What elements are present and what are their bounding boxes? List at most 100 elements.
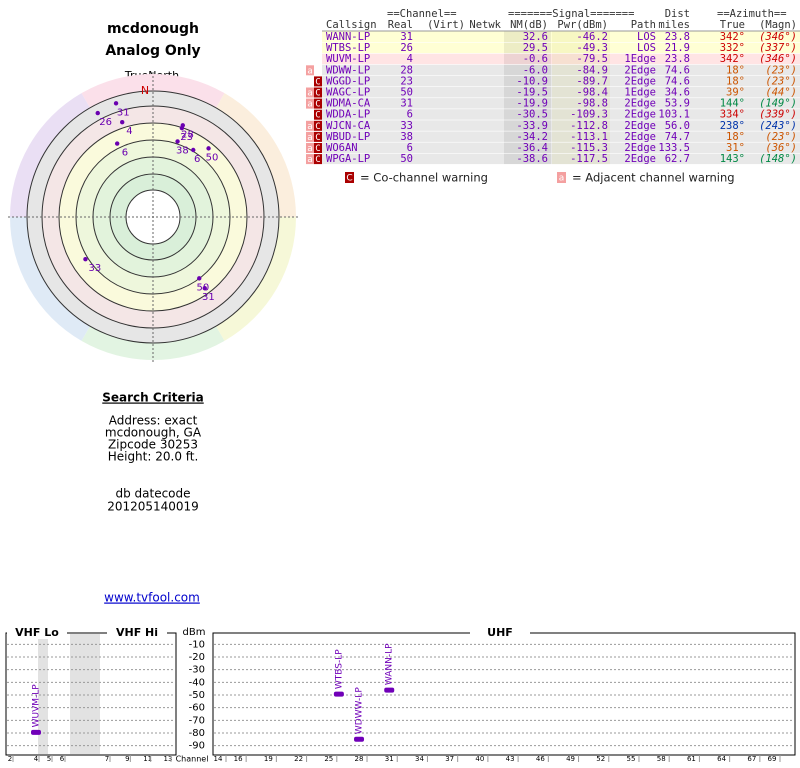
column-header: miles <box>658 19 690 31</box>
cell-magn: (44°) <box>765 87 797 99</box>
cell-callsign: WBUD-LP <box>326 131 370 143</box>
column-header: Real <box>388 19 413 31</box>
x-tick-label: 67 <box>747 755 756 763</box>
x-tick-label: 61 <box>687 755 696 763</box>
cell-path: 2Edge <box>624 142 656 154</box>
site-link[interactable]: www.tvfool.com <box>104 591 200 605</box>
x-tick-label: 37 <box>445 755 454 763</box>
cell-magn: (23°) <box>765 75 797 87</box>
x-tick-label: 64 <box>717 755 726 763</box>
cell-path: 2Edge <box>624 131 656 143</box>
cell-magn: (23°) <box>765 131 797 143</box>
station-point <box>175 139 180 144</box>
cell-pwr: -113.1 <box>570 131 608 143</box>
station-channel: 31 <box>202 292 215 303</box>
cell-dist: 133.5 <box>658 142 690 154</box>
signal-label: WTBS-LP <box>334 649 344 689</box>
gap-shade <box>38 634 48 754</box>
x-tick-label: 58 <box>657 755 666 763</box>
band-label-bg <box>107 627 167 639</box>
row-background <box>322 142 800 153</box>
cell-callsign: WJCN-CA <box>326 120 371 132</box>
warning-flag: C <box>315 100 320 110</box>
cell-magn: (243°) <box>759 120 797 132</box>
pwr-shade <box>552 53 610 65</box>
warning-flag-box <box>306 87 314 98</box>
warning-flag: C <box>315 155 320 165</box>
cell-dist: 74.6 <box>665 75 690 87</box>
y-tick-label: -80 <box>189 728 205 739</box>
cell-nm: -6.0 <box>523 64 548 76</box>
warning-flag: a <box>307 66 312 76</box>
cell-pwr: -109.3 <box>570 109 608 121</box>
cell-az: 31° <box>726 142 745 154</box>
station-channel: 28 <box>181 129 194 140</box>
cell-callsign: WDWW-LP <box>326 64 370 76</box>
warning-flag-box <box>314 131 322 142</box>
band-label-bg <box>7 627 67 639</box>
warning-flag: a <box>307 144 312 154</box>
warning-flag: a <box>307 89 312 99</box>
station-channel: 33 <box>88 263 101 274</box>
nm-shade <box>504 64 551 76</box>
cell-callsign: WPGA-LP <box>326 153 370 165</box>
signal-bar <box>384 687 395 693</box>
cell-az: 144° <box>720 98 745 110</box>
station-point <box>191 147 196 153</box>
db-heading: db datecode <box>115 487 190 501</box>
cell-pwr: -89.7 <box>576 75 608 87</box>
y-tick-label: -20 <box>189 652 205 663</box>
cell-real: 31 <box>400 31 413 43</box>
y-tick-label: -40 <box>189 677 205 688</box>
cell-dist: 21.9 <box>665 42 690 54</box>
station-point <box>206 146 211 151</box>
nm-shade <box>504 42 551 54</box>
nm-shade <box>504 131 551 142</box>
cell-az: 143° <box>720 153 745 165</box>
cell-dist: 74.7 <box>665 131 690 143</box>
band-label-bg <box>470 627 530 639</box>
warning-flag: C <box>315 89 320 99</box>
station-channel: 6 <box>122 148 128 159</box>
warning-flag-box <box>314 87 322 98</box>
station-point <box>95 110 100 116</box>
signal-label: WUVM-LP <box>32 684 42 728</box>
station-channel: 31 <box>117 107 130 118</box>
x-tick-label: 49 <box>566 755 575 763</box>
cell-dist: 53.9 <box>665 98 690 110</box>
cell-real: 31 <box>400 98 413 110</box>
signal-bar <box>354 736 365 742</box>
cell-magn: (23°) <box>765 64 797 76</box>
cell-nm: -10.9 <box>516 75 548 87</box>
station-channel: 23 <box>180 132 193 143</box>
station-channel: 50 <box>196 282 209 293</box>
column-header: NM(dB) <box>510 19 548 31</box>
pwr-shade <box>552 120 610 131</box>
cell-real: 50 <box>400 87 413 99</box>
warning-flag-box <box>306 120 314 131</box>
station-point <box>202 286 207 291</box>
warning-flag-box <box>306 131 314 142</box>
cell-nm: -30.5 <box>516 109 548 121</box>
warning-flag: a <box>307 122 312 132</box>
pwr-shade <box>552 42 610 54</box>
signal-label: WANN-LP <box>385 643 395 685</box>
row-background <box>322 87 800 98</box>
cell-callsign: WGGD-LP <box>326 75 370 87</box>
column-header: Netwk <box>469 19 501 31</box>
column-header: (Virt) <box>427 19 465 31</box>
y-tick-label: -60 <box>189 703 205 714</box>
warning-flag-box <box>306 98 314 109</box>
group-header: Dist <box>665 8 690 20</box>
cell-az: 39° <box>726 87 745 99</box>
gap-shade <box>70 634 100 754</box>
group-header: =======Signal======= <box>508 8 634 20</box>
y-tick-label: -30 <box>189 665 205 676</box>
cell-pwr: -98.4 <box>576 87 608 99</box>
cell-nm: -19.9 <box>516 98 548 110</box>
title: mcdonough <box>107 21 199 37</box>
x-tick-label: 19 <box>264 755 273 763</box>
station-table: ==Channel== =======Signal======= Dist ==Azi… <box>306 8 800 165</box>
cell-real: 28 <box>400 64 413 76</box>
cell-pwr: -79.5 <box>576 53 608 65</box>
